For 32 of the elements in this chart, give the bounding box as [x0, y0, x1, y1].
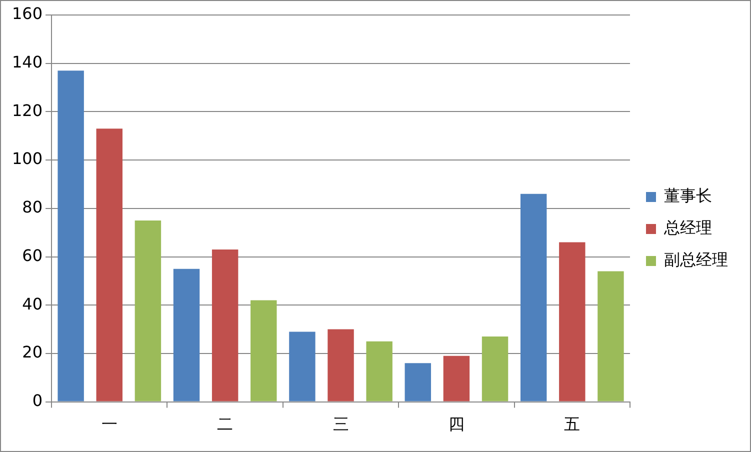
x-tick-label: 四 — [448, 414, 464, 434]
legend-label: 董事长 — [664, 186, 712, 206]
bar — [212, 250, 238, 402]
bar — [559, 242, 586, 402]
x-tick-label: 三 — [332, 414, 349, 434]
bar — [289, 332, 316, 402]
bar — [134, 220, 162, 402]
y-tick-label: 140 — [12, 52, 43, 72]
legend-label: 副总经理 — [664, 250, 728, 270]
y-tick-label: 160 — [12, 4, 43, 24]
x-tick-label: 二 — [217, 414, 234, 434]
bar — [598, 271, 624, 402]
bar — [482, 336, 508, 402]
bar — [96, 128, 122, 402]
y-tick-label: 60 — [22, 246, 43, 265]
x-tick-label: 五 — [564, 414, 580, 434]
bar — [443, 356, 470, 402]
bar — [404, 363, 432, 402]
bar — [58, 70, 84, 402]
y-tick-label: 100 — [12, 149, 43, 168]
bar — [366, 341, 392, 402]
y-tick-label: 40 — [22, 294, 43, 314]
x-tick-label: 一 — [101, 414, 118, 434]
bar — [520, 194, 547, 402]
y-tick-label: 80 — [22, 198, 43, 217]
y-tick-label: 0 — [32, 390, 43, 410]
y-tick-label: 20 — [22, 342, 43, 362]
legend-label: 总经理 — [663, 218, 712, 238]
y-tick-label: 120 — [12, 100, 43, 120]
bar — [328, 329, 354, 402]
bar — [250, 300, 277, 402]
bar — [173, 268, 200, 402]
